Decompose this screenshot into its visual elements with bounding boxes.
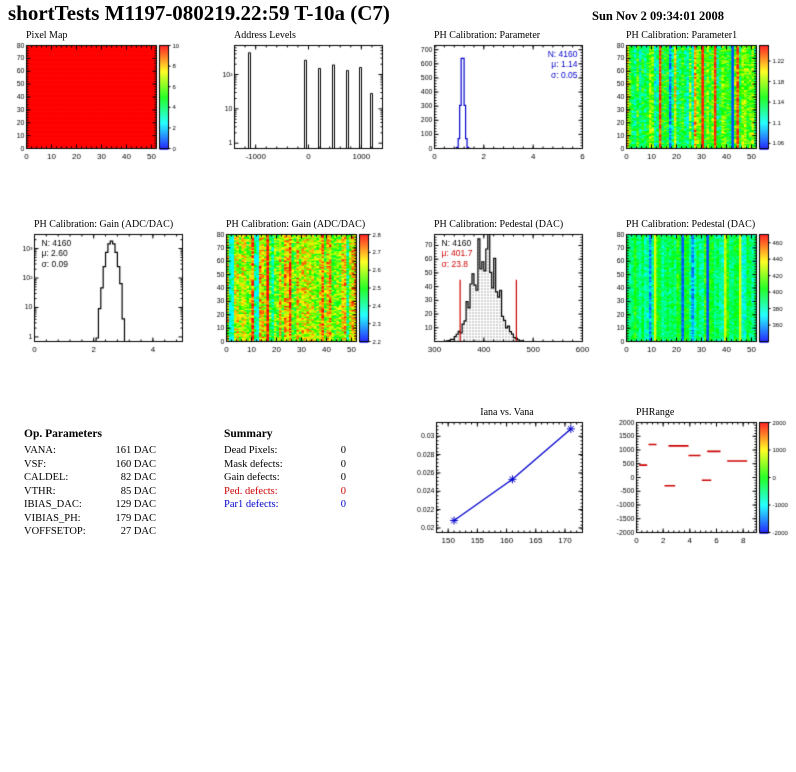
chart-title: PH Calibration: Gain (ADC/DAC): [34, 219, 174, 230]
chart-title: PHRange: [636, 407, 675, 418]
param-label: VTHR:: [24, 485, 56, 497]
ph-parameter-histogram: [408, 41, 600, 163]
pixel-map-heatmap: [8, 41, 200, 163]
param-value: 85 DAC: [120, 485, 156, 497]
summary-label: Par1 defects:: [224, 499, 279, 510]
chart-title: PH Calibration: Pedestal (DAC): [626, 219, 756, 230]
summary-value: 0: [340, 445, 346, 456]
panel-gain-histogram: PH Calibration: Gain (ADC/DAC): [8, 219, 200, 356]
iana-vs-vana-graph: [408, 418, 600, 547]
panel-ph-range: PHRange: [608, 407, 796, 547]
panel-pedestal-map: PH Calibration: Pedestal (DAC): [608, 219, 796, 356]
panel-op-parameters: Op. Parameters VANA: 161 DAC VSF: 160 DAC …: [24, 428, 156, 539]
gain-heatmap: [208, 230, 400, 356]
summary-label: Dead Pixels:: [224, 445, 278, 456]
panel-pedestal-histogram: PH Calibration: Pedestal (DAC): [408, 219, 600, 356]
summary-row: Mask defects: 0: [224, 458, 346, 472]
param-value: 129 DAC: [115, 499, 156, 510]
summary-row: Par1 defects: 0: [224, 498, 346, 512]
pedestal-histogram: [408, 230, 600, 356]
chart-title: PH Calibration: Parameter: [434, 30, 541, 41]
summary-label: Ped. defects:: [224, 485, 278, 497]
summary-row: Ped. defects: 0: [224, 485, 346, 499]
param-row: IBIAS_DAC: 129 DAC: [24, 498, 156, 512]
chart-title: PH Calibration: Gain (ADC/DAC): [226, 219, 366, 230]
param-value: 179 DAC: [115, 512, 156, 524]
address-levels-histogram: [208, 41, 400, 163]
gain-histogram: [8, 230, 200, 356]
summary-heading: Summary: [224, 428, 273, 440]
op-parameters-heading: Op. Parameters: [24, 428, 102, 440]
param-row: CALDEL: 82 DAC: [24, 471, 156, 485]
param-row: VANA: 161 DAC: [24, 444, 156, 458]
chart-title: Iana vs. Vana: [480, 407, 534, 418]
ph-parameter1-heatmap: [608, 41, 796, 163]
summary-row: Dead Pixels: 0: [224, 444, 346, 458]
ph-range-plot: [608, 418, 796, 547]
param-row: VTHR: 85 DAC: [24, 485, 156, 499]
panel-pixel-map: Pixel Map: [8, 30, 200, 163]
panel-summary: Summary Dead Pixels: 0 Mask defects: 0 Gai…: [224, 428, 346, 512]
param-row: VIBIAS_PH: 179 DAC: [24, 512, 156, 526]
panel-ph-calibration-parameter: PH Calibration: Parameter: [408, 30, 600, 163]
chart-title: PH Calibration: Parameter1: [626, 30, 738, 41]
param-label: CALDEL:: [24, 472, 69, 483]
panel-iana-vs-vana: Iana vs. Vana: [408, 407, 600, 547]
param-label: VSF:: [24, 458, 47, 470]
chart-title: Address Levels: [234, 30, 296, 41]
page-title: shortTests M1197-080219.22:59 T-10a (C7): [8, 1, 390, 25]
param-value: 82 DAC: [120, 472, 156, 483]
pedestal-heatmap: [608, 230, 796, 356]
param-row: VSF: 160 DAC: [24, 458, 156, 472]
panel-ph-calibration-parameter1: PH Calibration: Parameter1: [608, 30, 796, 163]
param-label: IBIAS_DAC:: [24, 499, 82, 510]
panel-address-levels: Address Levels: [208, 30, 400, 163]
summary-value: 0: [340, 472, 346, 483]
param-label: VANA:: [24, 445, 56, 456]
timestamp: Sun Nov 2 09:34:01 2008: [592, 9, 724, 23]
summary-value: 0: [340, 499, 346, 510]
summary-value: 0: [340, 485, 346, 497]
param-value: 160 DAC: [115, 458, 156, 470]
param-label: VOFFSETOP:: [24, 526, 86, 537]
summary-row: Gain defects: 0: [224, 471, 346, 485]
chart-title: Pixel Map: [26, 30, 68, 41]
chart-title: PH Calibration: Pedestal (DAC): [434, 219, 564, 230]
panel-gain-map: PH Calibration: Gain (ADC/DAC): [208, 219, 400, 356]
param-value: 27 DAC: [120, 526, 156, 537]
summary-value: 0: [340, 458, 346, 470]
param-row: VOFFSETOP: 27 DAC: [24, 525, 156, 539]
summary-label: Gain defects:: [224, 472, 280, 483]
summary-label: Mask defects:: [224, 458, 283, 470]
param-label: VIBIAS_PH:: [24, 512, 81, 524]
param-value: 161 DAC: [115, 445, 156, 456]
